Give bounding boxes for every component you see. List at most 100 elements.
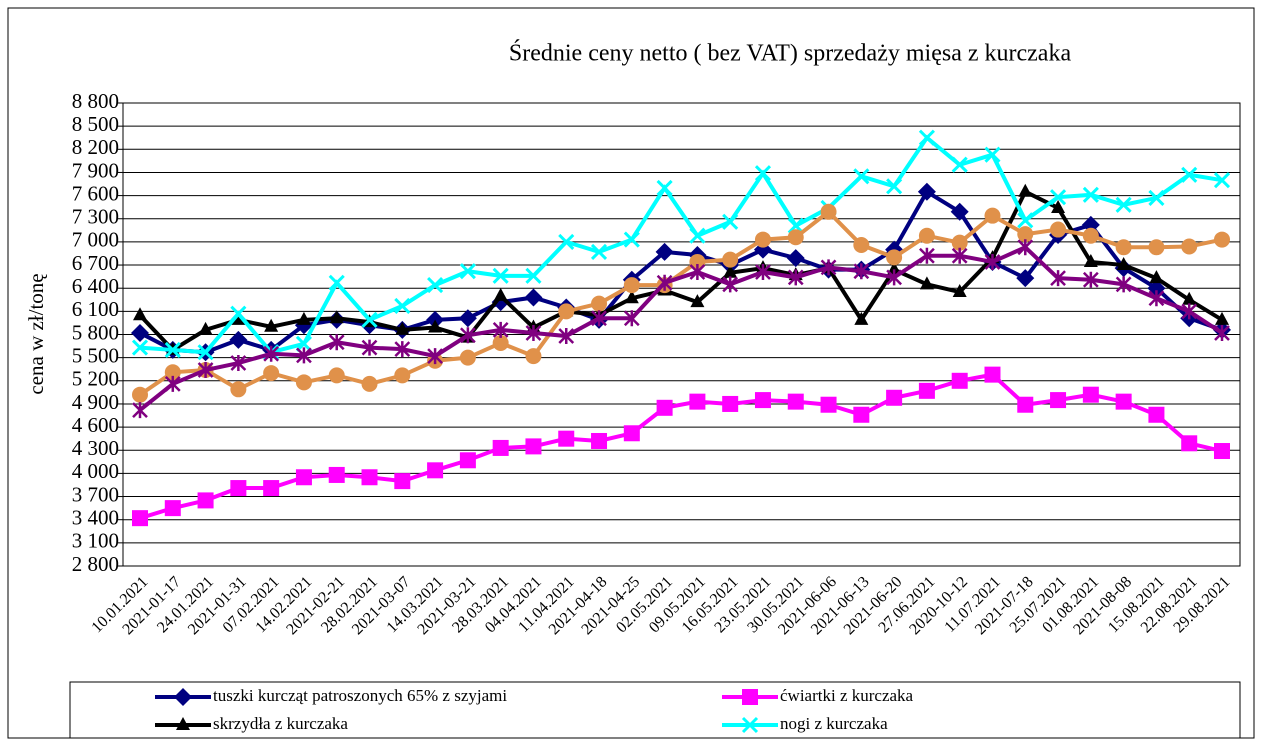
marker	[1181, 303, 1198, 320]
marker	[164, 500, 181, 517]
marker	[689, 253, 706, 270]
marker	[1083, 253, 1098, 267]
marker	[655, 242, 674, 261]
marker	[722, 395, 739, 412]
series-line	[138, 209, 1223, 397]
y-tick-label: 7 300	[72, 205, 119, 229]
y-tick-label: 7 600	[72, 181, 119, 205]
marker	[887, 261, 902, 275]
marker	[853, 406, 870, 423]
marker	[1017, 396, 1034, 413]
marker	[886, 269, 903, 286]
marker	[230, 381, 247, 398]
marker	[427, 348, 443, 365]
marker	[623, 277, 640, 294]
marker	[1148, 406, 1165, 423]
marker	[656, 399, 673, 416]
marker	[984, 253, 1001, 270]
marker	[131, 339, 149, 356]
marker	[428, 319, 443, 333]
marker	[1215, 311, 1229, 325]
y-tick-label: 3 400	[72, 506, 119, 530]
y-tick-label: 3 700	[72, 482, 119, 506]
marker	[918, 382, 935, 399]
marker	[361, 375, 378, 392]
series-line	[139, 188, 1223, 355]
marker	[1050, 270, 1066, 287]
marker	[230, 480, 247, 497]
series-line	[139, 372, 1223, 521]
marker	[492, 321, 509, 338]
marker	[820, 396, 837, 413]
marker	[197, 492, 214, 509]
marker	[296, 347, 312, 364]
marker	[264, 318, 279, 332]
marker	[787, 269, 804, 286]
marker	[164, 364, 181, 381]
marker	[1115, 196, 1132, 213]
marker	[950, 202, 969, 221]
legend-label: tuszki kurcząt patroszonych 65% z szyjam…	[213, 686, 507, 705]
marker	[755, 263, 771, 280]
marker	[754, 231, 771, 248]
marker	[1214, 443, 1230, 460]
marker	[1213, 172, 1231, 189]
marker	[328, 274, 345, 291]
marker	[1115, 393, 1132, 410]
marker	[525, 438, 542, 455]
marker	[722, 213, 739, 230]
marker	[525, 348, 542, 365]
marker	[590, 243, 608, 260]
marker	[918, 129, 935, 146]
series-line	[139, 134, 1223, 355]
marker	[886, 178, 903, 195]
marker	[1181, 238, 1198, 255]
marker	[328, 334, 345, 351]
marker	[951, 247, 968, 264]
marker	[853, 263, 870, 280]
marker	[623, 310, 640, 327]
marker	[656, 179, 673, 196]
marker	[525, 267, 542, 284]
marker	[197, 344, 214, 361]
marker	[329, 310, 344, 324]
marker	[263, 480, 280, 497]
marker	[722, 251, 739, 268]
marker	[591, 432, 608, 449]
marker	[591, 295, 608, 312]
marker	[328, 367, 345, 384]
marker	[263, 345, 280, 362]
marker	[984, 146, 1001, 163]
marker	[918, 227, 935, 244]
marker	[295, 469, 312, 486]
marker	[853, 168, 870, 185]
y-tick-label: 8 500	[72, 112, 119, 136]
series-line	[138, 244, 1224, 412]
y-tick-label: 4 000	[72, 459, 119, 483]
marker	[394, 367, 411, 384]
marker	[198, 321, 213, 335]
y-tick-label: 5 800	[72, 320, 119, 344]
marker	[951, 372, 968, 389]
marker	[820, 259, 837, 276]
marker	[1115, 276, 1132, 293]
marker	[951, 234, 968, 251]
marker	[558, 328, 575, 345]
chart-title: Średnie ceny netto ( bez VAT) sprzedaży …	[509, 40, 1072, 67]
y-tick-label: 4 900	[72, 390, 119, 414]
marker	[558, 303, 575, 320]
marker	[1016, 269, 1035, 288]
marker	[624, 290, 639, 304]
marker	[952, 284, 967, 298]
marker	[295, 335, 312, 352]
marker	[459, 452, 476, 469]
marker	[492, 334, 509, 351]
y-tick-label: 5 200	[72, 367, 119, 391]
marker	[1017, 239, 1034, 256]
marker	[623, 231, 640, 248]
marker	[1148, 290, 1165, 307]
marker	[427, 462, 444, 479]
marker	[754, 165, 772, 182]
